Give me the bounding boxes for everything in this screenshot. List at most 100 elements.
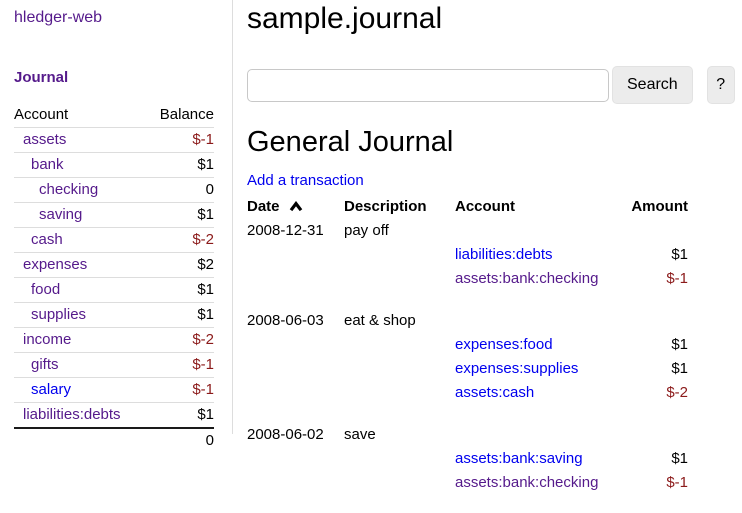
account-row: bank $1 <box>14 152 214 178</box>
account-balance: $-1 <box>146 352 214 378</box>
posting-row: assets:bank:checking $-1 <box>247 471 688 495</box>
account-balance: $-2 <box>146 327 214 353</box>
account-link[interactable]: gifts <box>31 356 59 373</box>
posting-empty-cell <box>344 447 455 471</box>
posting-account-link[interactable]: assets:bank:checking <box>455 270 599 287</box>
account-row: assets $-1 <box>14 127 214 153</box>
txn-description: pay off <box>344 222 389 239</box>
account-link[interactable]: food <box>31 281 61 298</box>
posting-account-link[interactable]: assets:bank:checking <box>455 474 599 491</box>
account-cell: salary <box>14 377 147 403</box>
column-header-amount: Amount <box>631 198 688 215</box>
posting-row: expenses:supplies $1 <box>247 357 688 381</box>
posting-amount: $1 <box>671 360 688 377</box>
account-row: expenses $2 <box>14 252 214 278</box>
posting-amount: $1 <box>671 336 688 353</box>
sidebar-item-journal[interactable]: Journal <box>14 69 69 86</box>
posting-account-cell: assets:bank:checking <box>455 267 628 291</box>
posting-empty-cell <box>344 267 455 291</box>
chevron-up-icon <box>289 200 302 212</box>
account-cell: bank <box>14 152 147 178</box>
posting-account-link[interactable]: assets:bank:saving <box>455 450 583 467</box>
posting-empty-cell <box>344 381 455 405</box>
account-link[interactable]: salary <box>31 381 72 398</box>
app-title: hledger-web <box>14 8 232 28</box>
account-cell: food <box>14 277 147 303</box>
main-content: sample.journal Search ? General Journal … <box>233 0 742 513</box>
transaction-title-row: 2008-12-31 pay off <box>247 219 688 243</box>
account-row: saving $1 <box>14 202 214 228</box>
transaction-title-row: 2008-06-02 save <box>247 423 688 447</box>
column-header-description: Description <box>344 198 427 215</box>
account-cell: saving <box>14 202 147 228</box>
sidebar: hledger-web Journal Account Balance asse… <box>0 0 233 453</box>
posting-account-cell: liabilities:debts <box>455 243 628 267</box>
column-header-date[interactable]: Date <box>247 195 344 219</box>
posting-account-link[interactable]: expenses:food <box>455 336 553 353</box>
account-balance: $-2 <box>146 227 214 253</box>
app-title-link[interactable]: hledger-web <box>14 9 103 26</box>
help-button[interactable]: ? <box>706 66 735 104</box>
account-link[interactable]: saving <box>39 206 83 223</box>
posting-account-link[interactable]: expenses:supplies <box>455 360 579 377</box>
hledger-web-page: { "app": { "title": "hledger-web" }, "co… <box>0 0 735 491</box>
posting-empty-cell <box>344 357 455 381</box>
accounts-header-row: Account Balance <box>14 103 214 128</box>
posting-amount: $-2 <box>666 384 688 401</box>
spacer-cell <box>247 495 688 513</box>
posting-empty-cell <box>247 381 344 405</box>
account-balance: $1 <box>146 202 214 228</box>
posting-empty-cell <box>247 267 344 291</box>
accounts-table: Account Balance assets $-1 bank $1 checking 0… <box>14 103 214 453</box>
account-row: supplies $1 <box>14 302 214 328</box>
account-link[interactable]: supplies <box>31 306 87 323</box>
spacer-cell <box>247 291 688 309</box>
account-cell: gifts <box>14 352 147 378</box>
posting-account-cell: expenses:food <box>455 333 628 357</box>
account-link[interactable]: checking <box>39 181 99 198</box>
txn-date: 2008-06-02 <box>247 426 324 443</box>
accounts-total-spacer <box>14 427 147 453</box>
accounts-header-account: Account <box>14 106 69 123</box>
search-input[interactable] <box>247 68 609 102</box>
accounts-header-balance: Balance <box>159 106 214 123</box>
account-link[interactable]: liabilities:debts <box>23 406 121 423</box>
account-cell: income <box>14 327 147 353</box>
posting-account-link[interactable]: assets:cash <box>455 384 535 401</box>
account-row: salary $-1 <box>14 377 214 403</box>
account-cell: assets <box>14 127 147 153</box>
search-button[interactable]: Search <box>612 66 693 104</box>
account-balance: $1 <box>146 152 214 178</box>
posting-account-cell: expenses:supplies <box>455 357 628 381</box>
posting-amount: $1 <box>671 450 688 467</box>
posting-account-link[interactable]: liabilities:debts <box>455 246 553 263</box>
account-link[interactable]: assets <box>23 131 67 148</box>
account-balance: 0 <box>146 177 214 203</box>
posting-row: expenses:food $1 <box>247 333 688 357</box>
account-balance: $-1 <box>146 127 214 153</box>
add-transaction-link[interactable]: Add a transaction <box>247 172 364 189</box>
register-table: Date Description Account Amount 2008-12-… <box>247 195 688 513</box>
account-link[interactable]: cash <box>31 231 63 248</box>
account-row: cash $-2 <box>14 227 214 253</box>
account-balance: $-1 <box>146 377 214 403</box>
txn-description: eat & shop <box>344 312 416 329</box>
accounts-total-row: 0 <box>14 427 214 453</box>
posting-row: assets:cash $-2 <box>247 381 688 405</box>
account-row: gifts $-1 <box>14 352 214 378</box>
posting-account-cell: assets:bank:saving <box>455 447 628 471</box>
spacer-cell <box>247 405 688 423</box>
account-link[interactable]: expenses <box>23 256 88 273</box>
posting-empty-cell <box>247 243 344 267</box>
account-cell: expenses <box>14 252 147 278</box>
txn-date: 2008-12-31 <box>247 222 324 239</box>
account-cell: liabilities:debts <box>14 402 147 428</box>
account-link[interactable]: bank <box>31 156 64 173</box>
sidebar-nav: Journal <box>14 70 232 86</box>
account-link[interactable]: income <box>23 331 72 348</box>
spacer-row <box>247 291 688 309</box>
accounts-total-value: 0 <box>146 427 214 453</box>
posting-empty-cell <box>247 471 344 495</box>
journal-heading: General Journal <box>247 126 454 158</box>
account-row: food $1 <box>14 277 214 303</box>
